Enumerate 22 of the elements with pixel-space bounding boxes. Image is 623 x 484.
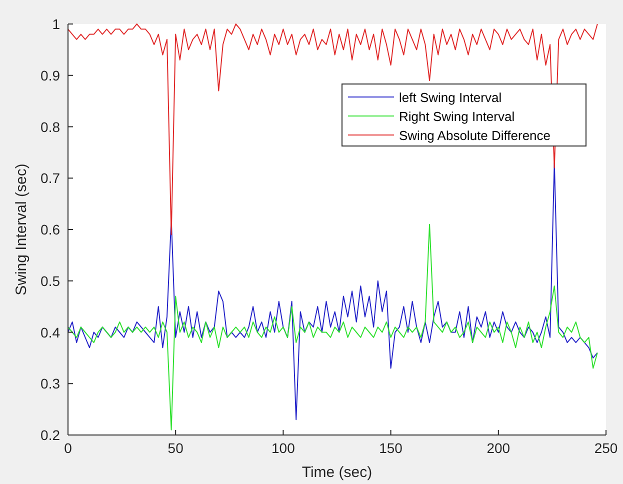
y-tick-label: 0.8 xyxy=(40,118,60,135)
y-axis-title: Swing Interval (sec) xyxy=(13,164,30,296)
x-tick-label: 50 xyxy=(168,440,184,456)
line-series xyxy=(68,224,598,430)
x-axis-title: Time (sec) xyxy=(302,464,372,481)
y-tick-label: 0.7 xyxy=(40,170,60,186)
legend-label: Right Swing Interval xyxy=(399,109,515,124)
y-tick-label: 0.6 xyxy=(40,222,60,238)
legend-label: left Swing Interval xyxy=(399,90,502,105)
x-tick-label: 200 xyxy=(486,440,510,456)
line-series xyxy=(68,24,598,236)
x-tick-label: 100 xyxy=(272,440,296,456)
y-tick-label: 0.9 xyxy=(40,67,60,84)
y-tick-label: 0.4 xyxy=(40,324,60,340)
y-tick-label: 0.2 xyxy=(40,427,60,443)
y-tick-label: 1 xyxy=(52,16,60,32)
y-tick-label: 0.5 xyxy=(40,272,60,289)
y-tick-label: 0.3 xyxy=(40,376,60,392)
x-tick-label: 0 xyxy=(64,440,72,456)
legend-label: Swing Absolute Difference xyxy=(399,128,551,143)
x-tick-label: 250 xyxy=(594,440,618,456)
x-tick-label: 150 xyxy=(379,440,403,456)
